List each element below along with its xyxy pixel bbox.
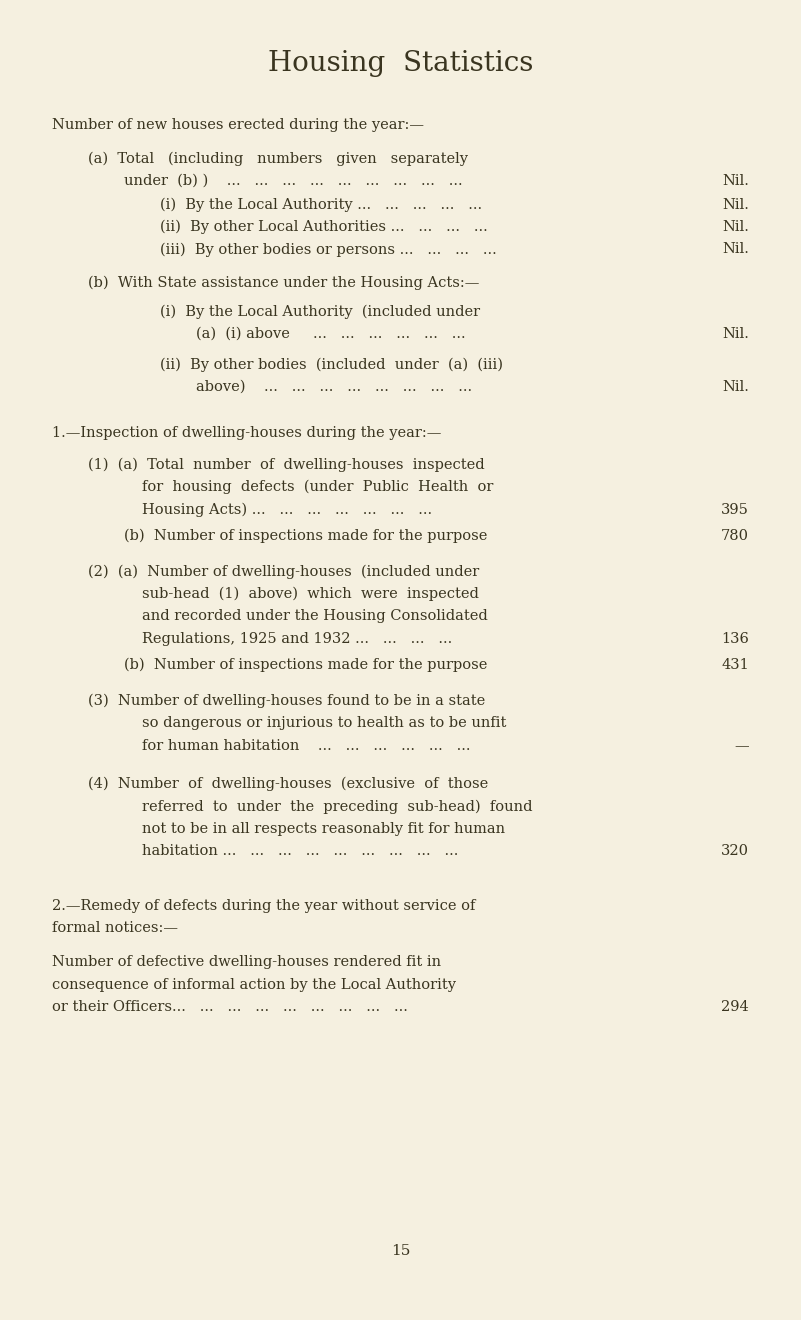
Text: Nil.: Nil. — [722, 174, 749, 187]
Text: (4)  Number  of  dwelling-houses  (exclusive  of  those: (4) Number of dwelling-houses (exclusive… — [88, 777, 489, 791]
Text: so dangerous or injurious to health as to be unfit: so dangerous or injurious to health as t… — [143, 717, 506, 730]
Text: and recorded under the Housing Consolidated: and recorded under the Housing Consolida… — [143, 610, 488, 623]
Text: 1.—Inspection of dwelling-houses during the year:—: 1.—Inspection of dwelling-houses during … — [52, 426, 441, 440]
Text: Housing Acts) ...   ...   ...   ...   ...   ...   ...: Housing Acts) ... ... ... ... ... ... ..… — [143, 503, 433, 516]
Text: 431: 431 — [721, 659, 749, 672]
Text: Nil.: Nil. — [722, 243, 749, 256]
Text: Nil.: Nil. — [722, 198, 749, 211]
Text: habitation ...   ...   ...   ...   ...   ...   ...   ...   ...: habitation ... ... ... ... ... ... ... .… — [143, 845, 458, 858]
Text: above)    ...   ...   ...   ...   ...   ...   ...   ...: above) ... ... ... ... ... ... ... ... — [196, 380, 473, 393]
Text: (ii)  By other Local Authorities ...   ...   ...   ...: (ii) By other Local Authorities ... ... … — [160, 220, 488, 234]
Text: not to be in all respects reasonably fit for human: not to be in all respects reasonably fit… — [143, 822, 505, 836]
Text: 294: 294 — [721, 1001, 749, 1014]
Text: Nil.: Nil. — [722, 380, 749, 393]
Text: 2.—Remedy of defects during the year without service of: 2.—Remedy of defects during the year wit… — [52, 899, 476, 912]
Text: under  (b) )    ...   ...   ...   ...   ...   ...   ...   ...   ...: under (b) ) ... ... ... ... ... ... ... … — [124, 174, 463, 187]
Text: (iii)  By other bodies or persons ...   ...   ...   ...: (iii) By other bodies or persons ... ...… — [160, 243, 497, 256]
Text: (b)  Number of inspections made for the purpose: (b) Number of inspections made for the p… — [124, 529, 488, 543]
Text: referred  to  under  the  preceding  sub-head)  found: referred to under the preceding sub-head… — [143, 800, 533, 813]
Text: Regulations, 1925 and 1932 ...   ...   ...   ...: Regulations, 1925 and 1932 ... ... ... .… — [143, 632, 453, 645]
Text: (i)  By the Local Authority  (included under: (i) By the Local Authority (included und… — [160, 305, 481, 318]
Text: consequence of informal action by the Local Authority: consequence of informal action by the Lo… — [52, 978, 456, 991]
Text: (i)  By the Local Authority ...   ...   ...   ...   ...: (i) By the Local Authority ... ... ... .… — [160, 198, 482, 211]
Text: Nil.: Nil. — [722, 327, 749, 341]
Text: (a)  Total   (including   numbers   given   separately: (a) Total (including numbers given separ… — [88, 152, 468, 165]
Text: for  housing  defects  (under  Public  Health  or: for housing defects (under Public Health… — [143, 480, 493, 494]
Text: formal notices:—: formal notices:— — [52, 921, 178, 935]
Text: (a)  (i) above     ...   ...   ...   ...   ...   ...: (a) (i) above ... ... ... ... ... ... — [196, 327, 466, 341]
Text: Housing  Statistics: Housing Statistics — [268, 50, 533, 77]
Text: (1)  (a)  Total  number  of  dwelling-houses  inspected: (1) (a) Total number of dwelling-houses … — [88, 458, 485, 471]
Text: (b)  Number of inspections made for the purpose: (b) Number of inspections made for the p… — [124, 659, 488, 672]
Text: 136: 136 — [721, 632, 749, 645]
Text: or their Officers...   ...   ...   ...   ...   ...   ...   ...   ...: or their Officers... ... ... ... ... ...… — [52, 1001, 408, 1014]
Text: 15: 15 — [391, 1245, 410, 1258]
Text: (3)  Number of dwelling-houses found to be in a state: (3) Number of dwelling-houses found to b… — [88, 694, 485, 708]
Text: (ii)  By other bodies  (included  under  (a)  (iii): (ii) By other bodies (included under (a)… — [160, 358, 503, 371]
Text: (2)  (a)  Number of dwelling-houses  (included under: (2) (a) Number of dwelling-houses (inclu… — [88, 565, 479, 578]
Text: Number of defective dwelling-houses rendered fit in: Number of defective dwelling-houses rend… — [52, 956, 441, 969]
Text: for human habitation    ...   ...   ...   ...   ...   ...: for human habitation ... ... ... ... ...… — [143, 739, 471, 752]
Text: sub-head  (1)  above)  which  were  inspected: sub-head (1) above) which were inspected — [143, 587, 479, 601]
Text: —: — — [735, 739, 749, 752]
Text: 395: 395 — [721, 503, 749, 516]
Text: Number of new houses erected during the year:—: Number of new houses erected during the … — [52, 119, 424, 132]
Text: Nil.: Nil. — [722, 220, 749, 234]
Text: 320: 320 — [721, 845, 749, 858]
Text: 780: 780 — [721, 529, 749, 543]
Text: (b)  With State assistance under the Housing Acts:—: (b) With State assistance under the Hous… — [88, 276, 480, 289]
